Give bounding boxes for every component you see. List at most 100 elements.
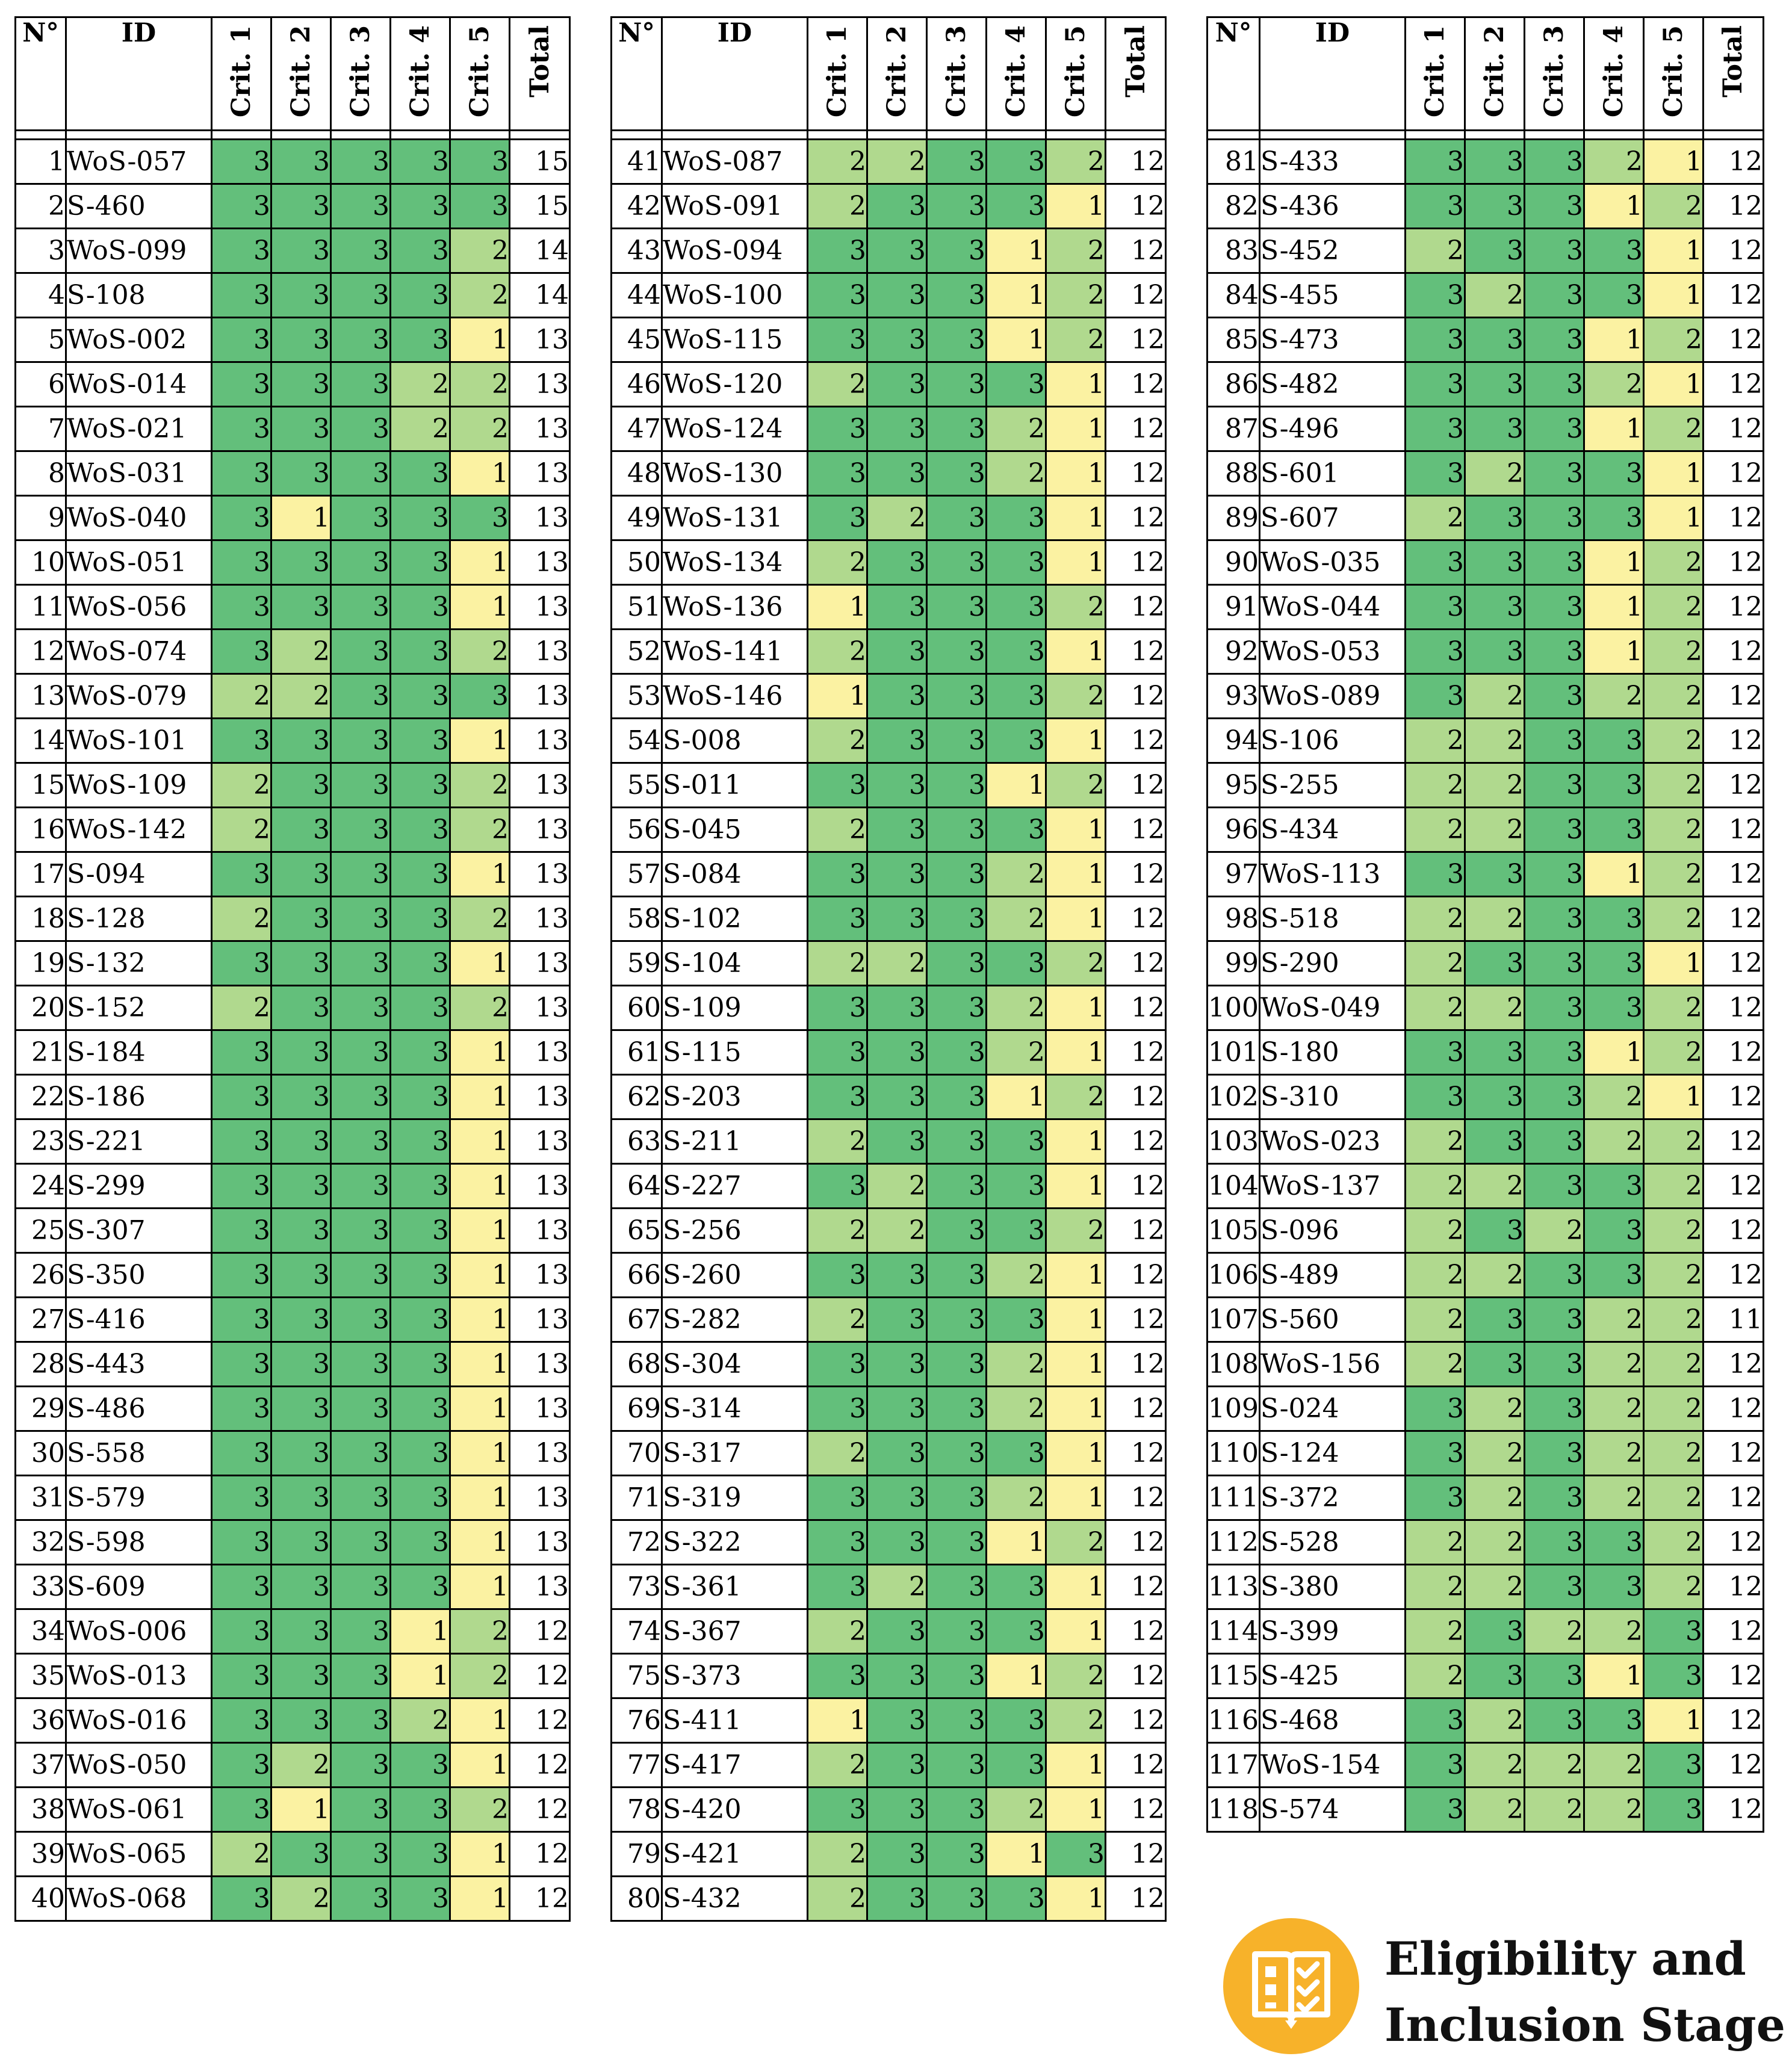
- cell-id: S-489: [1258, 1252, 1406, 1298]
- cell-no: 52: [610, 628, 663, 675]
- cell-crit-1: 2: [1404, 228, 1466, 274]
- cell-total: 12: [1702, 450, 1764, 497]
- cell-crit-5: 2: [1045, 138, 1106, 185]
- header-no: N°: [610, 16, 663, 131]
- cell-crit-5: 2: [1045, 1653, 1106, 1699]
- cell-crit-1: 3: [211, 1608, 272, 1655]
- cell-crit-4: 2: [985, 851, 1047, 897]
- cell-crit-5: 1: [1045, 1163, 1106, 1209]
- cell-crit-4: 1: [985, 1653, 1047, 1699]
- cell-crit-4: 3: [1583, 1163, 1645, 1209]
- cell-crit-2: 3: [866, 762, 928, 808]
- cell-crit-1: 3: [211, 317, 272, 363]
- cell-no: 53: [610, 673, 663, 719]
- cell-crit-5: 2: [1642, 1029, 1704, 1076]
- cell-crit-2: 3: [866, 717, 928, 764]
- cell-crit-5: 1: [449, 940, 510, 986]
- cell-crit-5: 1: [1045, 851, 1106, 897]
- cell-crit-1: 2: [1404, 940, 1466, 986]
- cell-crit-2: 3: [1463, 1074, 1525, 1120]
- cell-id: S-433: [1258, 138, 1406, 185]
- cell-crit-4: 3: [389, 762, 451, 808]
- cell-no: 89: [1206, 495, 1260, 541]
- cell-crit-2: 3: [866, 985, 928, 1031]
- cell-no: 26: [14, 1252, 67, 1298]
- cell-total: 13: [509, 762, 571, 808]
- cell-no: 82: [1206, 183, 1260, 229]
- cell-id: S-186: [65, 1074, 212, 1120]
- table-row: 80 S-432 2 3 3 3 1 12: [610, 1875, 1167, 1922]
- table-row: 90 WoS-035 3 3 3 1 2 12: [1206, 539, 1764, 586]
- cell-crit-4: 3: [985, 1742, 1047, 1788]
- cell-crit-4: 3: [389, 985, 451, 1031]
- cell-id: WoS-134: [661, 539, 808, 586]
- cell-crit-3: 3: [330, 1029, 391, 1076]
- header-total-label: Total: [1718, 25, 1749, 98]
- cell-crit-1: 3: [807, 1163, 868, 1209]
- table-row: 45 WoS-115 3 3 3 1 2 12: [610, 317, 1167, 363]
- table-row: 23 S-221 3 3 3 3 1 13: [14, 1118, 571, 1165]
- cell-id: S-579: [65, 1475, 212, 1521]
- table-row: 52 WoS-141 2 3 3 3 1 12: [610, 628, 1167, 675]
- cell-id: S-473: [1258, 317, 1406, 363]
- table-row: 17 S-094 3 3 3 3 1 13: [14, 851, 571, 897]
- cell-crit-3: 3: [1523, 272, 1585, 318]
- cell-no: 42: [610, 183, 663, 229]
- cell-no: 97: [1206, 851, 1260, 897]
- cell-crit-3: 3: [330, 361, 391, 407]
- cell-total: 12: [1702, 1697, 1764, 1744]
- table-row: 108 WoS-156 2 3 3 2 2 12: [1206, 1341, 1764, 1387]
- cell-crit-3: 3: [926, 1653, 987, 1699]
- cell-crit-1: 2: [1404, 1608, 1466, 1655]
- cell-crit-4: 3: [985, 1697, 1047, 1744]
- cell-id: WoS-099: [65, 228, 212, 274]
- cell-crit-3: 3: [330, 1430, 391, 1476]
- cell-crit-2: 2: [1463, 985, 1525, 1031]
- cell-crit-4: 1: [1583, 851, 1645, 897]
- cell-total: 12: [1105, 1608, 1167, 1655]
- cell-id: WoS-142: [65, 806, 212, 853]
- cell-crit-3: 3: [330, 450, 391, 497]
- cell-crit-3: 3: [1523, 228, 1585, 274]
- cell-crit-4: 3: [1583, 228, 1645, 274]
- table-row: 85 S-473 3 3 3 1 2 12: [1206, 317, 1764, 363]
- cell-crit-2: 3: [270, 1430, 332, 1476]
- cell-crit-4: 2: [985, 985, 1047, 1031]
- cell-id: S-443: [65, 1341, 212, 1387]
- table-row: 50 WoS-134 2 3 3 3 1 12: [610, 539, 1167, 586]
- cell-no: 55: [610, 762, 663, 808]
- table-row: 27 S-416 3 3 3 3 1 13: [14, 1296, 571, 1343]
- cell-crit-3: 3: [330, 138, 391, 185]
- cell-id: S-598: [65, 1519, 212, 1565]
- cell-no: 108: [1206, 1341, 1260, 1387]
- cell-total: 13: [509, 450, 571, 497]
- cell-crit-4: 2: [389, 361, 451, 407]
- table-row: 71 S-319 3 3 3 2 1 12: [610, 1475, 1167, 1521]
- cell-crit-1: 3: [807, 1475, 868, 1521]
- cell-crit-5: 2: [1642, 1519, 1704, 1565]
- cell-crit-5: 1: [449, 317, 510, 363]
- header-no-label: N°: [22, 18, 59, 49]
- cell-no: 36: [14, 1697, 67, 1744]
- cell-crit-1: 2: [807, 1430, 868, 1476]
- cell-total: 12: [1105, 806, 1167, 853]
- cell-crit-3: 3: [1523, 1252, 1585, 1298]
- cell-crit-3: 3: [926, 1430, 987, 1476]
- header-crit-3: Crit. 3: [330, 16, 391, 131]
- table-row: 47 WoS-124 3 3 3 2 1 12: [610, 406, 1167, 452]
- cell-total: 12: [1702, 1475, 1764, 1521]
- cell-id: S-152: [65, 985, 212, 1031]
- cell-crit-2: 3: [270, 1118, 332, 1165]
- cell-crit-2: 3: [866, 673, 928, 719]
- header-crit-5-label: Crit. 5: [1658, 25, 1688, 117]
- cell-crit-3: 3: [330, 673, 391, 719]
- cell-crit-4: 3: [389, 183, 451, 229]
- table-row: 1 WoS-057 3 3 3 3 3 15: [14, 138, 571, 185]
- cell-no: 40: [14, 1875, 67, 1922]
- cell-crit-5: 1: [449, 1163, 510, 1209]
- cell-crit-3: 3: [926, 450, 987, 497]
- table-row: 94 S-106 2 2 3 3 2 12: [1206, 717, 1764, 764]
- cell-crit-3: 3: [1523, 1118, 1585, 1165]
- cell-total: 12: [1105, 1029, 1167, 1076]
- cell-no: 104: [1206, 1163, 1260, 1209]
